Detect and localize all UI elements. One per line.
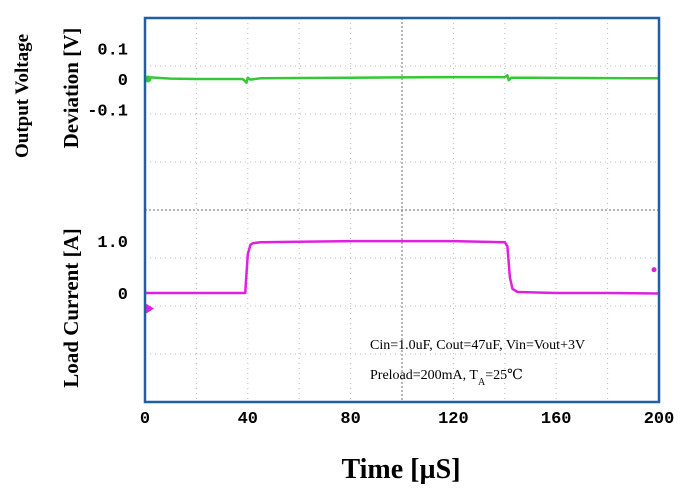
voltage-y-tick-label: 0 <box>118 72 128 91</box>
current-edge-dot <box>652 267 657 272</box>
conditions-annotation: Cin=1.0uF, Cout=47uF, Vin=Vout+3V <box>370 338 585 353</box>
x-tick-label: 120 <box>438 410 469 429</box>
current-y-tick-label: 1.0 <box>97 234 128 253</box>
top-ylabel-line2: Deviation [V] <box>59 28 83 149</box>
current-y-tick-label: 0 <box>118 286 128 305</box>
x-tick-label: 80 <box>340 410 360 429</box>
voltage-y-tick-label: -0.1 <box>87 102 128 121</box>
current-channel-marker <box>146 304 154 314</box>
x-tick-label: 40 <box>238 410 258 429</box>
top-ylabel-line1: Output Voltage <box>12 34 33 158</box>
bottom-ylabel: Load Current [A] <box>59 228 83 387</box>
x-axis-label: Time [µS] <box>341 454 460 485</box>
voltage-y-tick-label: 0.1 <box>97 41 128 60</box>
preload-annotation-prefix: Preload=200mA, T <box>370 368 478 383</box>
preload-annotation: Preload=200mA, TA=25℃ <box>370 368 523 388</box>
x-tick-label: 160 <box>541 410 572 429</box>
x-tick-label: 200 <box>644 410 675 429</box>
x-tick-label: 0 <box>140 410 150 429</box>
preload-annotation-suffix: =25℃ <box>485 368 523 383</box>
